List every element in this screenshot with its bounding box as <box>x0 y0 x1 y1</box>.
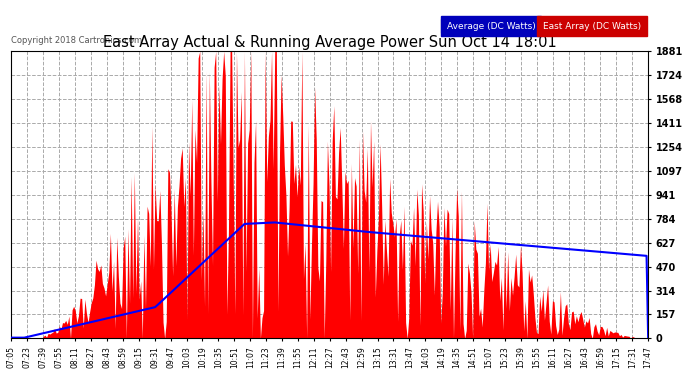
Text: Copyright 2018 Cartronics.com: Copyright 2018 Cartronics.com <box>12 36 143 45</box>
Title: East Array Actual & Running Average Power Sun Oct 14 18:01: East Array Actual & Running Average Powe… <box>103 35 557 50</box>
Legend: Average (DC Watts), East Array (DC Watts): Average (DC Watts), East Array (DC Watts… <box>440 18 644 33</box>
